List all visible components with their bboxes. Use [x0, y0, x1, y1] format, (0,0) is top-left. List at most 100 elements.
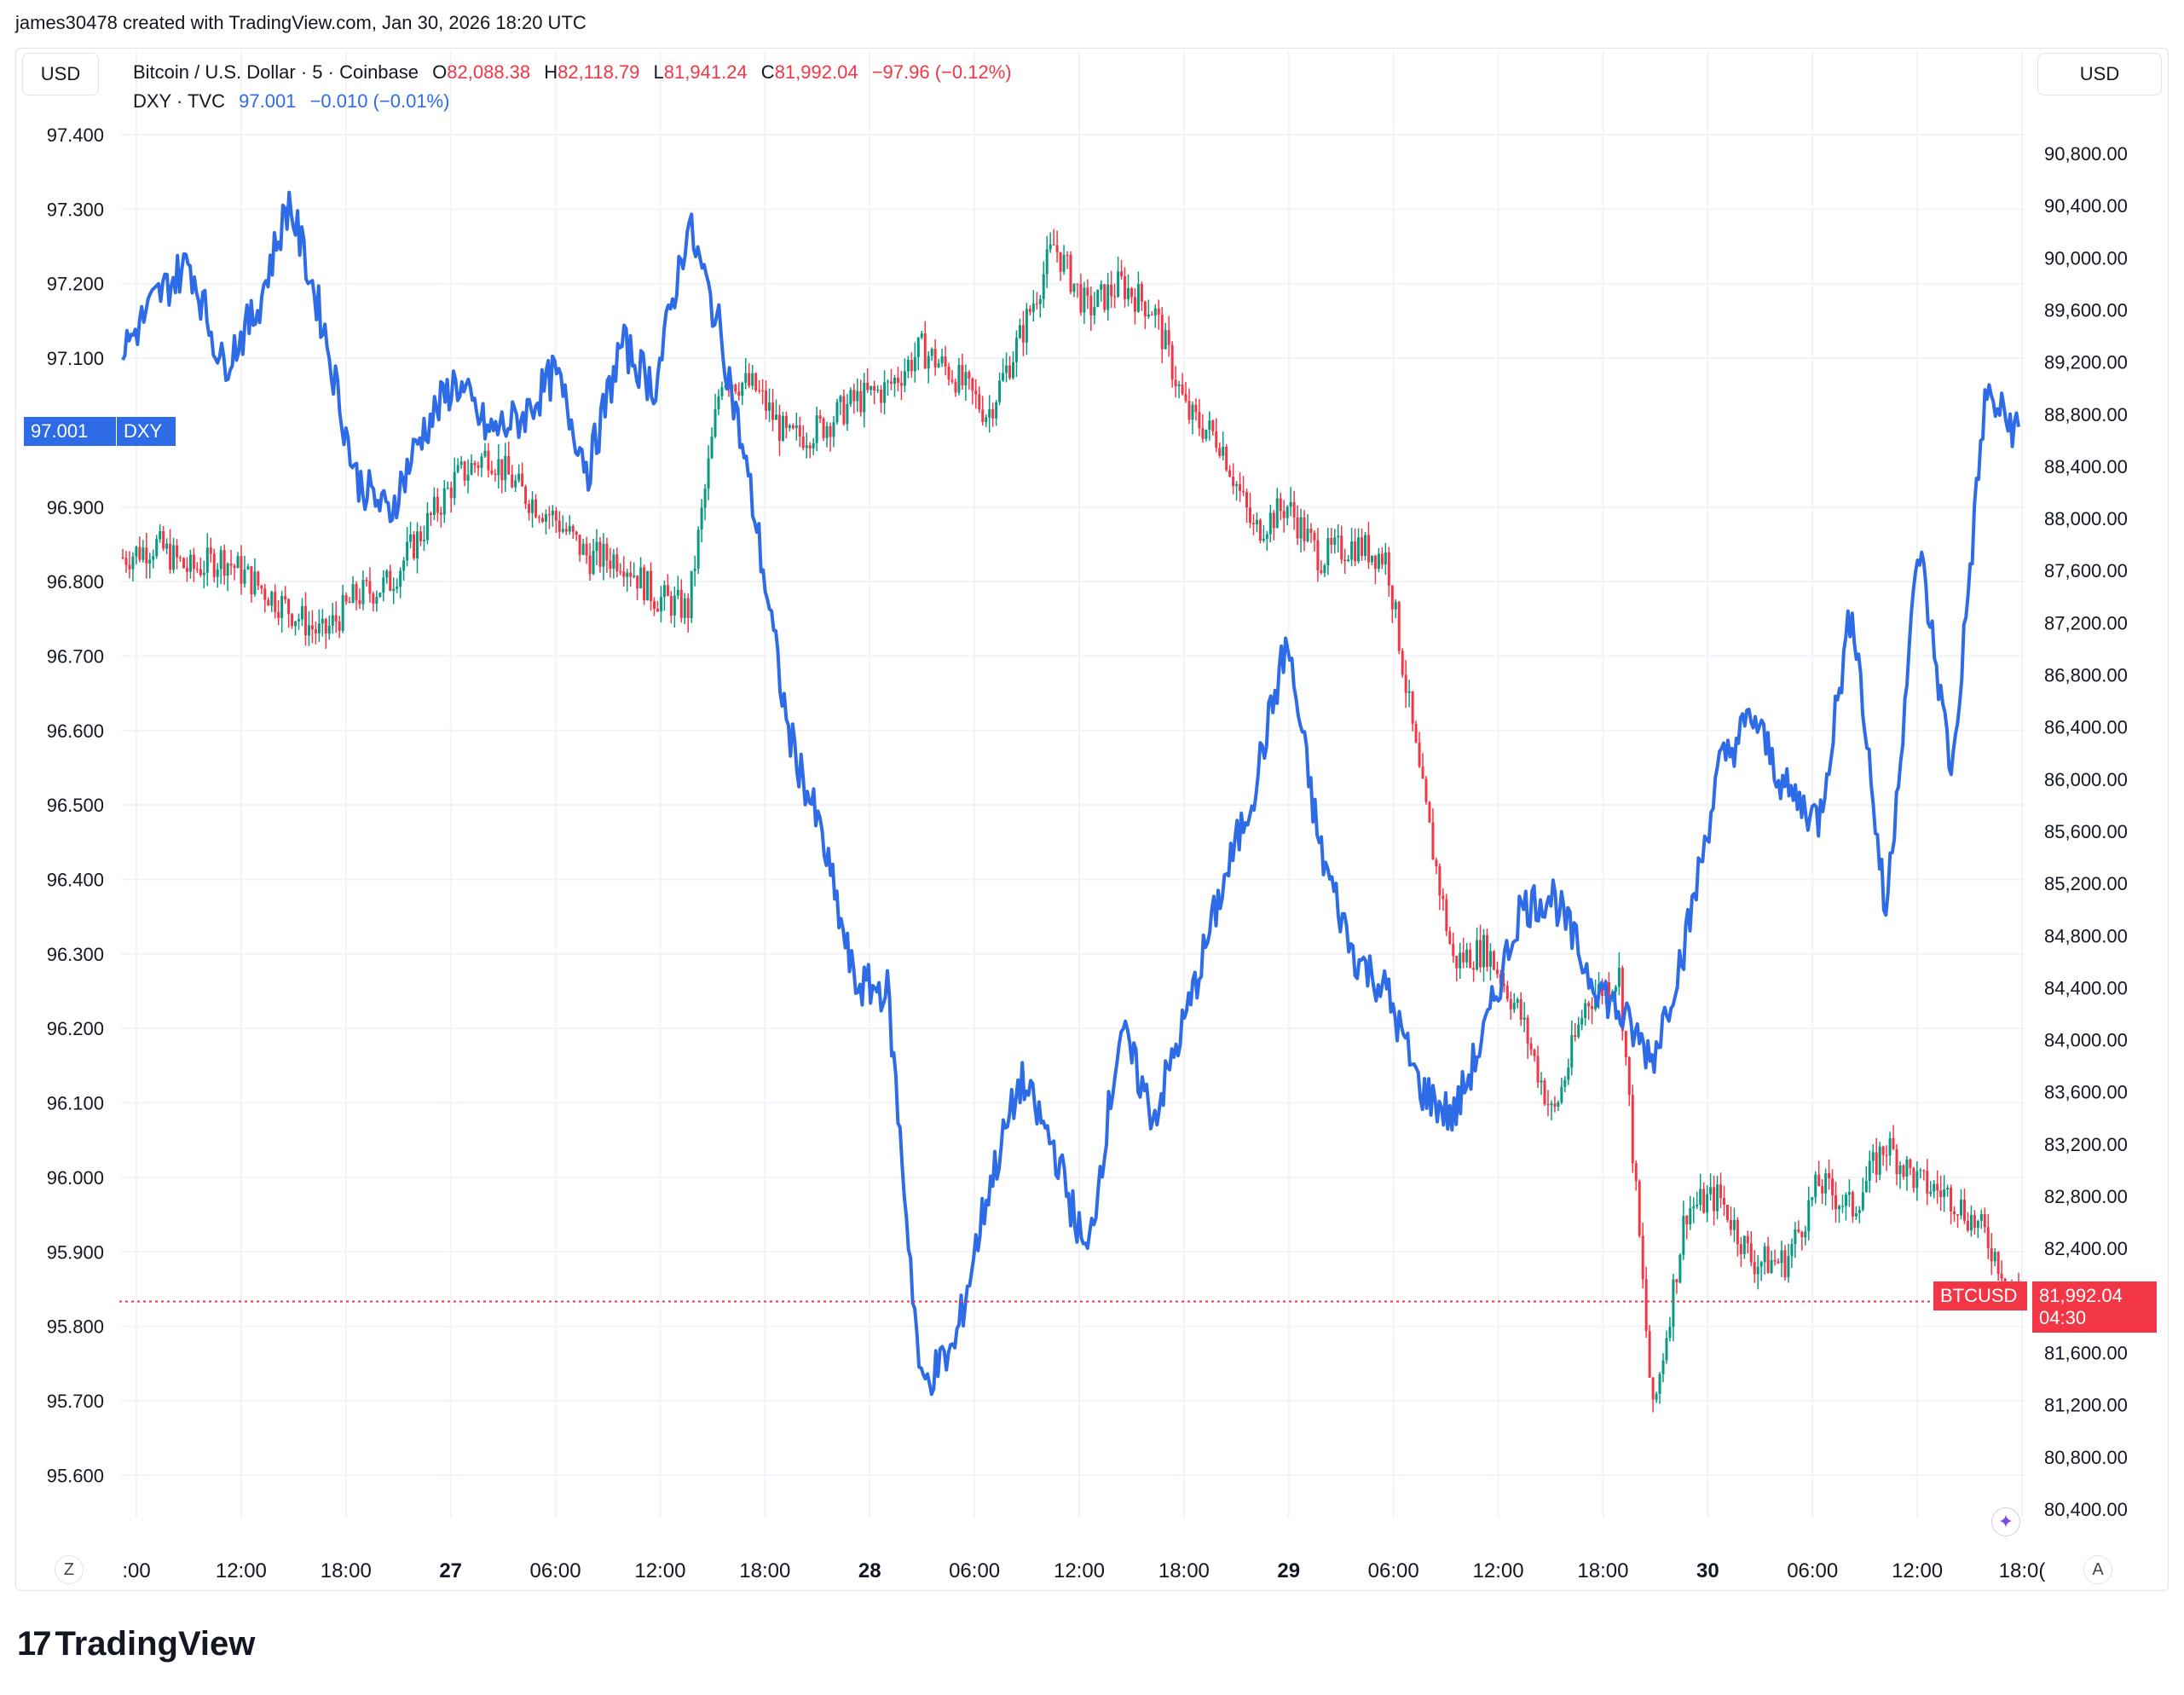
- btc-change: −97.96 (−0.12%): [871, 61, 1012, 83]
- btc-candle-body: [344, 594, 348, 602]
- btc-candle-body: [1347, 559, 1350, 562]
- btc-candle-body: [1797, 1229, 1800, 1232]
- btc-candle-body: [1898, 1165, 1902, 1175]
- btc-candle-body: [849, 390, 852, 404]
- btc-legend[interactable]: Bitcoin / U.S. Dollar · 5 · Coinbase O82…: [133, 61, 1012, 84]
- btc-candle-body: [202, 572, 205, 576]
- btc-candle-body: [1031, 304, 1035, 312]
- btc-candle-body: [253, 571, 257, 595]
- btc-candle-body: [561, 529, 564, 532]
- btc-candle-body: [1895, 1148, 1898, 1175]
- right-currency-button[interactable]: USD: [2037, 53, 2162, 95]
- btc-candle-body: [1689, 1208, 1692, 1224]
- btc-candle-body: [636, 575, 639, 589]
- left-axis-tick: 96.100: [47, 1093, 104, 1114]
- btc-candle-body: [1428, 801, 1431, 823]
- btc-candle-body: [257, 571, 260, 586]
- btc-candle-body: [1986, 1227, 1990, 1248]
- btc-candle-body: [1160, 315, 1164, 350]
- btc-candle-body: [1069, 255, 1072, 292]
- btc-candle-body: [761, 390, 765, 392]
- btc-candle-body: [571, 525, 575, 532]
- btc-candle-body: [653, 601, 656, 610]
- btc-candle-body: [734, 385, 737, 392]
- btc-candle-body: [222, 550, 226, 576]
- btc-candle-body: [1222, 447, 1225, 456]
- left-currency-button[interactable]: USD: [22, 53, 99, 95]
- btc-candle-body: [1550, 1103, 1553, 1106]
- dxy-legend[interactable]: DXY · TVC 97.001 −0.010 (−0.01%): [133, 90, 449, 113]
- zoom-z-button[interactable]: Z: [55, 1555, 84, 1584]
- left-axis-tick: 95.600: [47, 1465, 104, 1486]
- btc-candle-body: [1370, 555, 1373, 563]
- left-axis-tick: 96.800: [47, 571, 104, 593]
- btc-candle-body: [913, 356, 916, 372]
- btc-candle-body: [1191, 404, 1194, 420]
- btc-candle-body: [1756, 1266, 1759, 1275]
- x-axis-ticks: :00 12:00 18:00 27 06:00 12:00 18:00 28 06:00 12:…: [122, 1559, 2045, 1582]
- btc-candle-body: [880, 390, 883, 403]
- btc-candle-body: [294, 621, 298, 627]
- btc-candle-body: [1614, 986, 1617, 992]
- x-axis-tick: 06:00: [1368, 1559, 1419, 1582]
- btc-candle-body: [1242, 490, 1245, 493]
- btc-candle-body: [633, 575, 636, 577]
- btc-candle-body: [1184, 394, 1187, 402]
- btc-candle-body: [679, 589, 683, 618]
- tradingview-mark-icon: 17: [17, 1625, 51, 1663]
- btc-candle-body: [1479, 940, 1482, 968]
- btc-candle-body: [602, 543, 605, 567]
- btc-candle-body: [968, 372, 971, 379]
- x-axis-tick: 06:00: [530, 1559, 581, 1582]
- btc-candle-body: [1783, 1250, 1787, 1278]
- btc-candle-body: [1580, 1018, 1584, 1025]
- btc-candle-body: [517, 473, 521, 481]
- btc-candle-body: [1871, 1152, 1875, 1161]
- btc-candle-body: [1147, 314, 1150, 317]
- btc-candle-body: [808, 445, 812, 448]
- btc-candle-body: [1373, 555, 1377, 570]
- btc-candle-body: [1621, 968, 1624, 1032]
- btc-candle-body: [1268, 512, 1272, 535]
- btc-candle-body: [267, 599, 270, 606]
- btc-candle-body: [794, 425, 798, 429]
- btc-candle-body: [1790, 1244, 1794, 1257]
- btc-candle-body: [195, 569, 199, 570]
- btc-candle-body: [544, 514, 547, 522]
- btc-candle-body: [1502, 984, 1505, 986]
- lightning-icon[interactable]: ✦: [1991, 1507, 2020, 1536]
- btc-candle-body: [1255, 519, 1258, 524]
- btc-candle-body: [1875, 1152, 1878, 1175]
- btc-candle-body: [1814, 1174, 1817, 1198]
- btc-candle-body: [524, 486, 528, 505]
- btc-candle-body: [1956, 1214, 1960, 1216]
- right-axis-tick: 90,800.00: [2044, 143, 2128, 165]
- btc-close-value: 81,992.04: [774, 61, 858, 83]
- btc-candle-body: [1811, 1197, 1814, 1200]
- btc-candle-body: [887, 381, 890, 383]
- btc-candle-body: [676, 589, 679, 596]
- btc-candle-body: [392, 588, 396, 591]
- btc-candle-body: [744, 373, 748, 384]
- btc-candle-body: [1106, 284, 1110, 310]
- x-axis-tick: 18:0(: [1999, 1559, 2046, 1582]
- btc-candle-body: [531, 499, 534, 513]
- btc-candle-body: [176, 545, 179, 558]
- right-axis-tick: 88,000.00: [2044, 508, 2128, 529]
- btc-candle-body: [1279, 498, 1282, 512]
- btc-candle-body: [287, 599, 291, 615]
- btc-candle-body: [1641, 1235, 1644, 1280]
- btc-candle-body: [1052, 244, 1055, 246]
- btc-candle-body: [758, 390, 761, 391]
- btc-candle-body: [1868, 1160, 1871, 1181]
- btc-candle-body: [1854, 1212, 1858, 1217]
- btc-candle-body: [246, 566, 250, 570]
- btc-candle-body: [1584, 1003, 1587, 1019]
- btc-candle-body: [1719, 1184, 1723, 1198]
- btc-candle-body: [1194, 404, 1198, 413]
- btc-candle-body: [717, 396, 720, 410]
- btc-candle-body: [751, 373, 754, 386]
- auto-scale-button[interactable]: A: [2083, 1555, 2112, 1584]
- btc-candle-body: [1164, 330, 1167, 350]
